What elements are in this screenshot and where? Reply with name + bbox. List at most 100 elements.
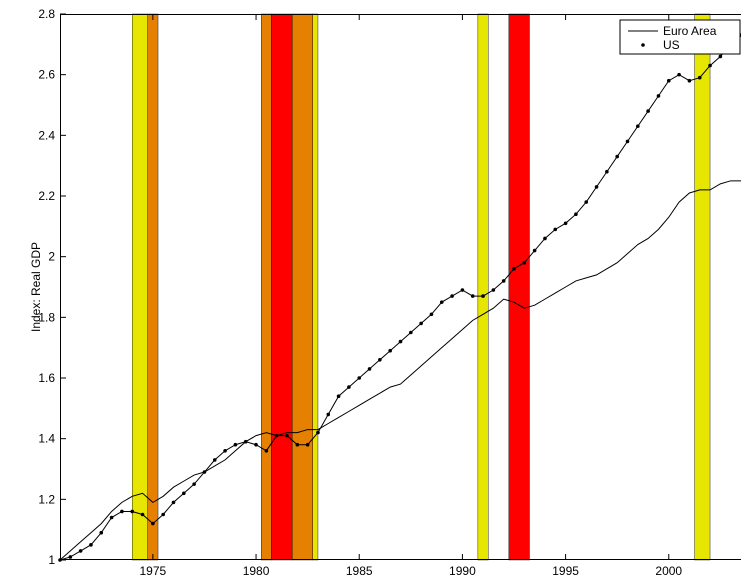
- data-point-us: [636, 124, 640, 129]
- data-point-us: [151, 521, 155, 526]
- data-point-us: [553, 227, 558, 232]
- shaded-period-4: [291, 13, 313, 561]
- x-tick-label: 1975: [140, 564, 167, 578]
- legend-box: [619, 19, 741, 55]
- shaded-period-5: [312, 13, 319, 561]
- legend-label-euro-area: Euro Area: [663, 24, 717, 38]
- data-point-us: [687, 78, 692, 83]
- data-point-us: [223, 449, 227, 453]
- data-point-us: [398, 339, 403, 344]
- data-point-us: [161, 512, 165, 517]
- data-point-us: [429, 312, 434, 317]
- y-tick-label: 2.8: [38, 7, 55, 21]
- data-point-us: [615, 154, 619, 159]
- data-point-us: [522, 260, 527, 265]
- data-point-us: [501, 279, 506, 283]
- data-point-us: [336, 394, 341, 399]
- y-tick-label: 1.6: [38, 371, 55, 385]
- x-tick-label: 1980: [243, 564, 270, 578]
- y-tick-label: 1.4: [38, 432, 55, 446]
- data-point-us: [285, 433, 289, 438]
- data-point-us: [89, 543, 93, 547]
- data-point-us: [243, 439, 248, 444]
- data-point-us: [388, 348, 392, 353]
- y-axis-label: Index: Real GDP: [29, 242, 43, 332]
- x-tick-label: 1995: [552, 564, 579, 578]
- y-tick-label: 1.2: [38, 492, 55, 506]
- legend-swatch-us: [641, 43, 645, 47]
- series-line-euro-area: [59, 180, 741, 561]
- y-tick-label: 2.2: [38, 189, 55, 203]
- y-tick-label: 1: [48, 553, 55, 567]
- series-line-us: [59, 34, 741, 561]
- data-point-us: [233, 442, 238, 447]
- data-point-us: [666, 78, 671, 83]
- x-tick-label: 2000: [655, 564, 682, 578]
- data-point-us: [182, 491, 186, 496]
- data-point-us: [532, 248, 537, 253]
- shaded-period-0: [132, 13, 148, 561]
- data-point-us: [563, 221, 568, 226]
- data-point-us: [625, 139, 630, 144]
- data-point-us: [192, 482, 196, 486]
- data-point-us: [316, 430, 320, 435]
- x-tick-label: 1985: [346, 564, 373, 578]
- data-point-us: [584, 200, 589, 204]
- data-point-us: [646, 109, 650, 113]
- data-point-us: [605, 169, 609, 174]
- data-point-us: [439, 300, 444, 304]
- data-point-us: [130, 509, 135, 514]
- data-point-us: [274, 433, 279, 438]
- data-point-us: [357, 376, 362, 380]
- data-point-us: [109, 515, 114, 520]
- legend-label-us: US: [663, 38, 680, 52]
- axis-ticks: 1975 1980 1985 1990 1995 2000 1 1.2 1.4 1.6 1.8 2 2.…: [38, 7, 682, 578]
- series-lines: [58, 33, 741, 562]
- plot-frame: [60, 14, 741, 560]
- data-point-us: [305, 442, 310, 447]
- data-point-us: [594, 185, 599, 189]
- data-point-us: [347, 385, 351, 389]
- data-point-us: [99, 530, 104, 535]
- legend: Euro Area US: [619, 19, 741, 55]
- data-point-us: [656, 94, 661, 98]
- data-point-us: [512, 267, 516, 271]
- y-tick-label: 2.4: [38, 128, 55, 142]
- data-point-us: [68, 555, 73, 559]
- shaded-period-1: [147, 13, 159, 561]
- recession-bands: [132, 13, 711, 561]
- y-tick-label: 1.8: [38, 310, 55, 324]
- data-point-us: [171, 500, 176, 505]
- data-point-us: [212, 458, 217, 462]
- data-point-us: [409, 330, 413, 335]
- data-point-us: [697, 75, 702, 80]
- shaded-period-7: [508, 13, 530, 561]
- data-point-us: [140, 512, 145, 517]
- data-point-us: [491, 288, 496, 292]
- y-tick-label: 2.6: [38, 68, 55, 82]
- data-point-us: [264, 449, 269, 453]
- data-point-us: [326, 412, 331, 417]
- data-point-us: [481, 294, 485, 298]
- data-point-us: [295, 442, 300, 447]
- shaded-period-2: [261, 13, 272, 561]
- data-point-us: [460, 288, 465, 292]
- data-point-us: [378, 358, 382, 362]
- y-tick-label: 2: [48, 250, 55, 264]
- data-point-us: [470, 294, 475, 298]
- data-point-us: [78, 549, 83, 553]
- data-point-us: [718, 54, 723, 59]
- data-point-us: [367, 367, 372, 371]
- shaded-period-6: [477, 13, 489, 561]
- data-point-us: [120, 509, 124, 514]
- shaded-period-3: [271, 13, 293, 561]
- data-point-us: [254, 442, 258, 447]
- data-point-us: [574, 212, 578, 216]
- data-point-us: [419, 321, 423, 326]
- data-point-us: [677, 72, 681, 77]
- data-point-us: [450, 294, 454, 298]
- x-tick-label: 1990: [449, 564, 476, 578]
- data-point-us: [543, 236, 547, 241]
- data-point-us: [202, 470, 207, 474]
